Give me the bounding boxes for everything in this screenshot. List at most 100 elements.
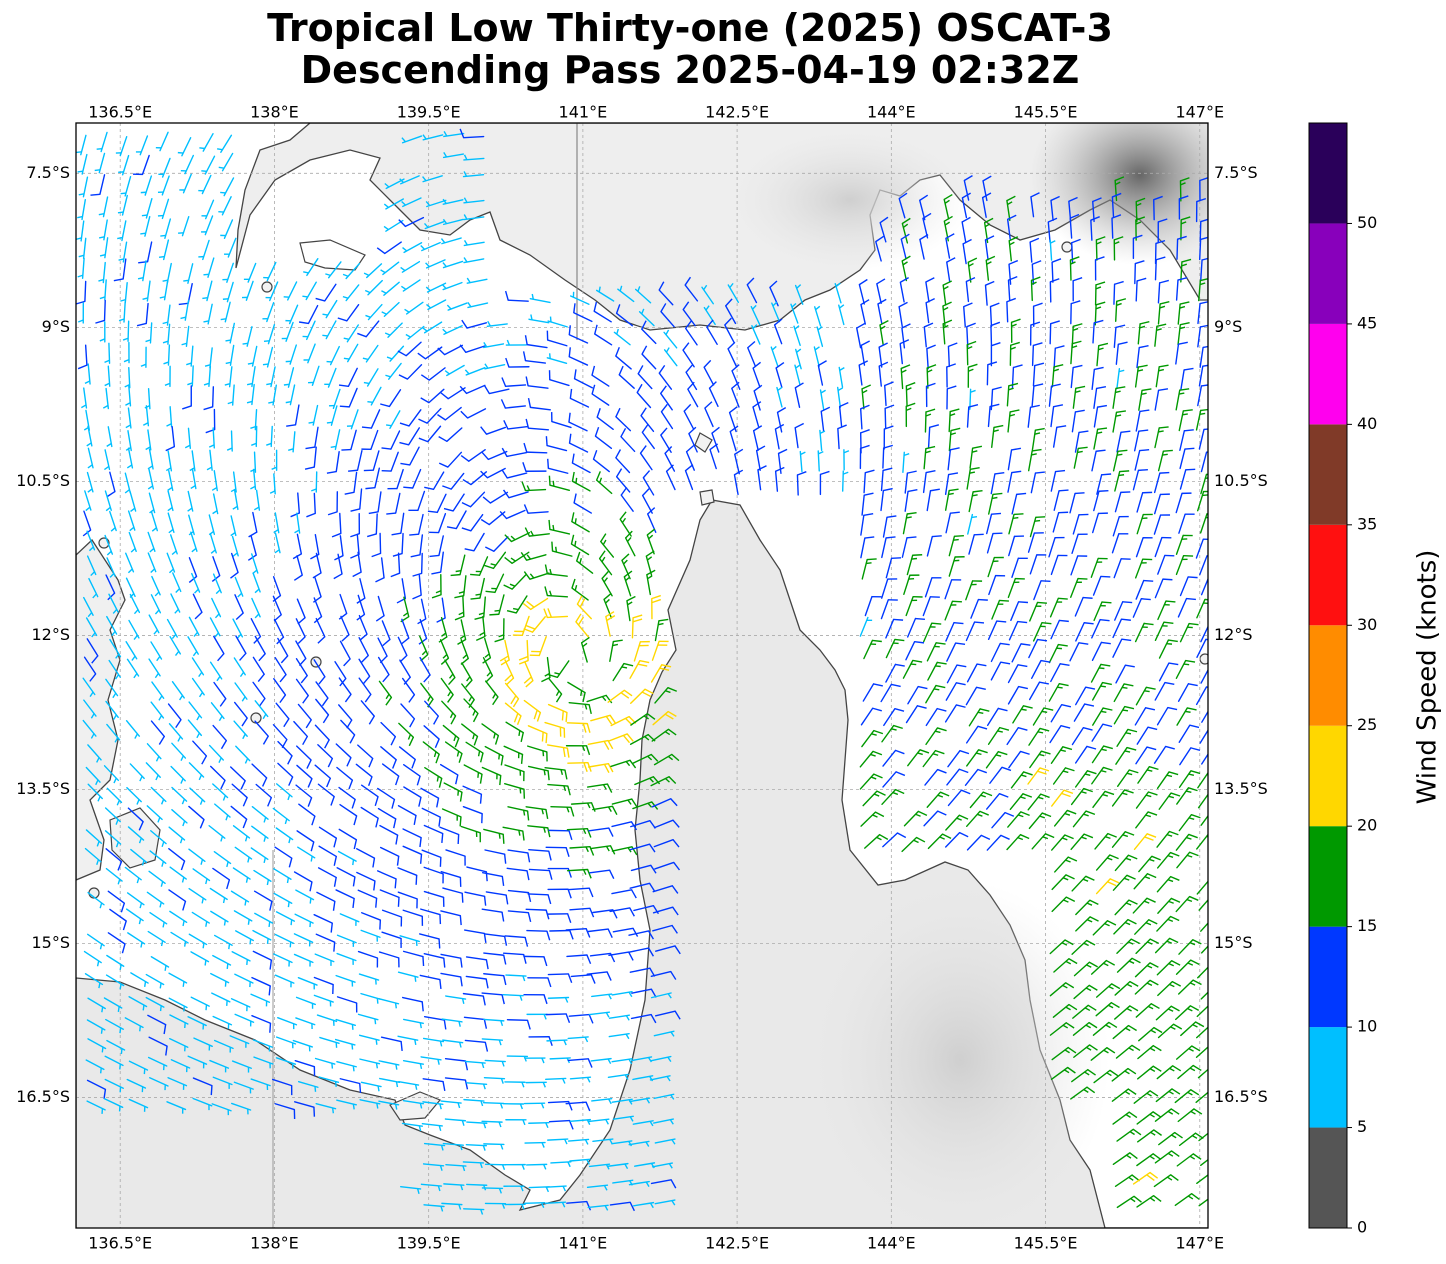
wind-barb <box>419 974 442 990</box>
wind-barb <box>905 402 916 428</box>
wind-barb <box>501 377 527 387</box>
wind-barb <box>275 1036 297 1049</box>
wind-barb <box>293 1101 316 1117</box>
wind-barb <box>629 843 656 853</box>
wind-barb <box>273 953 293 967</box>
wind-barb <box>1112 410 1126 433</box>
wind-barb <box>902 512 917 535</box>
wind-barb <box>683 403 695 430</box>
wind-barb <box>528 314 550 324</box>
wind-barb <box>1113 280 1124 305</box>
wind-barb <box>1032 707 1054 726</box>
wind-barb <box>167 470 174 492</box>
wind-barb <box>360 700 375 725</box>
wind-barb <box>317 744 334 768</box>
wind-barb <box>179 173 192 194</box>
wind-barb <box>208 744 224 763</box>
lon-tick-label-bottom: 141°E <box>559 1234 608 1253</box>
wind-barb <box>104 490 112 512</box>
wind-barb <box>1137 765 1159 784</box>
wind-barb <box>569 1076 592 1083</box>
wind-barb <box>1070 555 1088 576</box>
wind-barb <box>1006 382 1019 407</box>
wind-barb <box>859 404 870 430</box>
wind-barb <box>605 611 616 637</box>
wind-barb <box>420 787 440 808</box>
wind-barb <box>209 532 217 554</box>
wind-barb <box>129 763 145 782</box>
wind-barb <box>443 782 463 802</box>
wind-barb <box>439 826 460 845</box>
wind-barb <box>98 261 106 284</box>
wind-barb <box>1197 384 1208 407</box>
wind-barb <box>794 422 804 449</box>
wind-barb <box>1115 341 1128 365</box>
wind-barb <box>570 974 596 984</box>
wind-barb <box>573 369 594 389</box>
wind-barb <box>461 662 473 688</box>
wind-barb <box>589 845 616 855</box>
wind-barb <box>149 1077 169 1091</box>
wind-barb <box>1030 471 1045 494</box>
wind-barb <box>1116 938 1140 954</box>
wind-barb <box>919 234 929 260</box>
wind-barb <box>586 971 612 981</box>
wind-barb <box>318 826 338 848</box>
wind-barb <box>192 740 208 765</box>
wind-barb <box>274 933 295 948</box>
wind-barb <box>639 445 653 471</box>
wind-barb <box>565 927 591 938</box>
wind-barb <box>183 263 194 284</box>
wind-barb <box>965 621 985 642</box>
wind-barb <box>620 486 634 512</box>
wind-barb <box>198 239 210 261</box>
wind-barb <box>418 618 428 645</box>
wind-barb <box>140 216 151 237</box>
wind-barb <box>684 320 698 346</box>
wind-barb <box>203 386 215 411</box>
wind-barb <box>1008 513 1024 535</box>
wind-barb <box>1200 257 1208 281</box>
wind-barb <box>315 698 330 724</box>
wind-barb <box>1091 618 1110 639</box>
wind-barb <box>1029 750 1051 769</box>
wind-barb <box>360 1081 382 1092</box>
wind-barb <box>103 1098 124 1112</box>
wind-barb <box>365 303 383 321</box>
wind-barb <box>925 277 935 303</box>
wind-barb <box>186 345 194 367</box>
wind-barb <box>214 803 231 821</box>
wind-barb <box>296 764 313 788</box>
wind-barb <box>400 1185 422 1194</box>
wind-barb <box>295 996 316 1009</box>
wind-barb <box>1092 790 1115 809</box>
wind-barb <box>193 1037 213 1051</box>
wind-barb <box>78 237 87 259</box>
lat-tick-label-right: 15°S <box>1214 933 1253 952</box>
wind-barb <box>144 388 151 410</box>
wind-barb <box>292 1039 314 1052</box>
wind-barb <box>190 468 197 490</box>
wind-barb <box>461 683 475 709</box>
wind-barb <box>569 1158 591 1165</box>
wind-barb <box>461 491 486 508</box>
wind-barb <box>210 972 230 987</box>
wind-barb <box>361 409 381 429</box>
wind-barb <box>463 240 485 247</box>
wind-barb <box>1091 449 1106 472</box>
wind-barb <box>856 322 866 349</box>
wind-barb <box>424 700 439 725</box>
wind-barb <box>525 1081 547 1088</box>
wind-barb <box>293 933 314 947</box>
wind-barb <box>308 365 320 386</box>
wind-barb <box>358 1034 380 1045</box>
wind-barb <box>106 1039 126 1054</box>
wind-barb <box>77 302 85 324</box>
wind-barb <box>86 425 93 447</box>
wind-barb <box>1051 363 1064 388</box>
wind-barb <box>568 1013 594 1024</box>
wind-barb <box>251 425 258 448</box>
wind-barb <box>402 828 422 848</box>
wind-barb <box>481 723 500 745</box>
lon-tick-label-bottom: 139.5°E <box>397 1234 461 1253</box>
